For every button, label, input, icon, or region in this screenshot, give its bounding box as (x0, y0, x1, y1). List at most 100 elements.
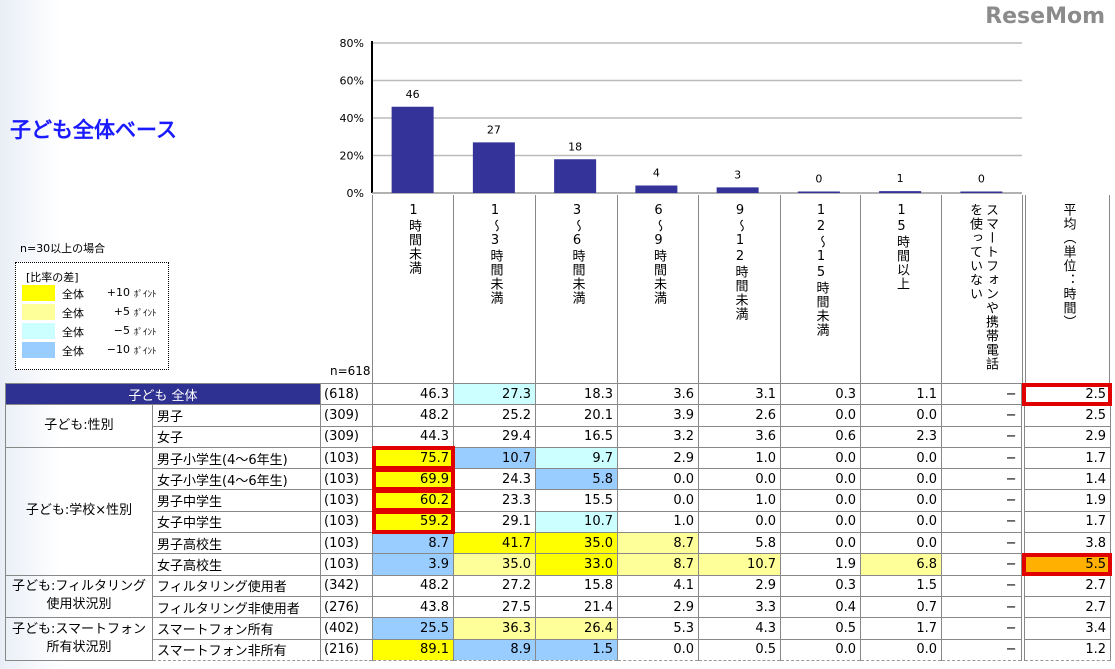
value-cell: 27.2 (453, 574, 536, 597)
row-label: 女子高校生 (152, 553, 321, 576)
value-cell: 29.4 (453, 425, 536, 448)
value-cell: 10.7 (698, 553, 781, 576)
legend-unit: ﾎﾟｲﾝﾄ (134, 309, 157, 319)
sample-note: n=30以上の場合 (20, 242, 106, 255)
value-cell: 0.0 (698, 468, 781, 491)
legend-diff: +10 (106, 286, 130, 299)
average-cell: 1.9 (1020, 489, 1111, 512)
column-header: 6～9時間未満 (617, 195, 698, 383)
value-cell: 1.0 (617, 510, 699, 534)
value-cell: − (941, 468, 1023, 491)
value-cell: 0.0 (860, 404, 942, 427)
value-cell: 0.0 (860, 532, 942, 555)
y-tick-label: 60% (340, 75, 364, 88)
value-cell: 0.3 (780, 382, 861, 406)
value-cell: 3.1 (698, 382, 781, 406)
sample-count: (216) (320, 638, 373, 661)
value-cell: 2.9 (617, 446, 699, 470)
sample-count: (309) (320, 425, 373, 448)
value-cell: 4.3 (698, 617, 781, 640)
row-label-total: 子ども 全体 (5, 382, 321, 406)
value-cell: − (941, 489, 1023, 512)
value-cell: 0.0 (780, 404, 861, 427)
value-cell: 0.0 (617, 468, 699, 491)
row-label: フィルタリング使用者 (152, 574, 321, 597)
value-cell: 36.3 (453, 617, 536, 640)
average-cell: 1.7 (1020, 510, 1111, 534)
value-cell: 35.0 (453, 553, 536, 576)
row-label: 女子小学生(4～6年生) (152, 468, 321, 491)
bar (960, 191, 1003, 193)
value-cell: 48.2 (372, 574, 454, 597)
column-header: 1時間未満 (372, 195, 453, 383)
legend-base: 全体 (62, 326, 84, 339)
table-row: 子ども 全体 (618) 46.3 27.3 18.3 3.6 3.1 0.3 1.1−2.5 (5, 382, 1112, 406)
legend-diff: −10 (106, 343, 130, 356)
value-cell: 29.1 (453, 510, 536, 534)
row-label: フィルタリング非使用者 (152, 595, 321, 619)
bar-value-label: 4 (653, 167, 660, 180)
value-cell: 0.0 (698, 510, 781, 534)
row-label: 男子中学生 (152, 489, 321, 512)
value-cell: 0.0 (860, 638, 942, 661)
value-cell: 0.0 (617, 489, 699, 512)
legend-unit: ﾎﾟｲﾝﾄ (134, 347, 157, 357)
average-cell: 2.9 (1020, 425, 1111, 448)
sample-size: n=618 (330, 364, 371, 378)
bar-value-label: 0 (978, 173, 985, 186)
value-cell: 2.6 (698, 404, 781, 427)
value-cell: 27.3 (453, 382, 536, 406)
value-cell: 0.0 (617, 638, 699, 661)
bar-value-label: 18 (568, 140, 582, 153)
bar (554, 159, 597, 193)
value-cell: − (941, 574, 1023, 597)
value-cell: 35.0 (535, 532, 618, 555)
bar-value-label: 0 (815, 173, 822, 186)
bar (716, 187, 759, 193)
bar-value-label: 46 (406, 88, 420, 101)
value-cell: 3.3 (698, 595, 781, 619)
row-label: スマートフォン所有 (152, 617, 321, 640)
value-cell: 44.3 (372, 425, 454, 448)
value-cell: 25.2 (453, 404, 536, 427)
value-cell: 3.9 (372, 553, 454, 576)
value-cell: 1.9 (780, 553, 861, 576)
bar-value-label: 1 (897, 172, 904, 185)
value-cell: − (941, 638, 1023, 661)
value-cell: 0.0 (780, 446, 861, 470)
table-row: スマートフォン非所有 (216) 89.1 8.9 1.5 0.0 0.5 0.0 0.0−1.… (6, 638, 1111, 661)
column-header-label: 12～15時間未満 (813, 203, 829, 337)
value-cell: 3.9 (617, 404, 699, 427)
value-cell: 0.5 (780, 617, 861, 640)
sample-count: (103) (320, 553, 373, 576)
legend-item: 全体 +10 ﾎﾟｲﾝﾄ (22, 285, 162, 301)
legend-title: [比率の差] (26, 271, 79, 284)
value-cell: 20.1 (535, 404, 618, 427)
column-header: 12～15時間未満 (780, 195, 860, 383)
value-cell: 1.5 (535, 638, 618, 661)
value-cell: − (941, 617, 1023, 640)
value-cell: 24.3 (453, 468, 536, 491)
table-row: 女子高校生 (103) 3.9 35.0 33.0 8.7 10.7 1.9 6.8−5.5 (6, 552, 1112, 577)
value-cell: 8.7 (372, 532, 454, 555)
average-cell: 3.8 (1020, 532, 1111, 555)
value-cell: 1.5 (860, 574, 942, 597)
value-cell: 0.0 (860, 446, 942, 470)
row-group-label: 子ども:スマートフォン所有状況別 (5, 617, 153, 661)
value-cell: − (941, 446, 1023, 470)
value-cell: − (941, 532, 1023, 555)
column-header: 15時間以上 (860, 195, 941, 383)
table-header: 1時間未満 1～3時間未満 3～6時間未満 6～9時間未満 9～12時間未満 12～15時… (372, 195, 1110, 383)
value-cell: 0.0 (860, 510, 942, 534)
row-label: 男子 (152, 404, 321, 427)
column-header-label: 1～3時間未満 (487, 203, 503, 305)
value-cell: 26.4 (535, 617, 618, 640)
column-header: 9～12時間未満 (698, 195, 780, 383)
value-cell: 89.1 (372, 638, 454, 661)
value-cell: 0.7 (860, 595, 942, 619)
average-cell: 1.7 (1020, 446, 1111, 470)
value-cell: 0.0 (860, 468, 942, 491)
value-cell: 15.8 (535, 574, 618, 597)
watermark-logo: ReseMom (985, 4, 1105, 29)
value-cell: 48.2 (372, 404, 454, 427)
